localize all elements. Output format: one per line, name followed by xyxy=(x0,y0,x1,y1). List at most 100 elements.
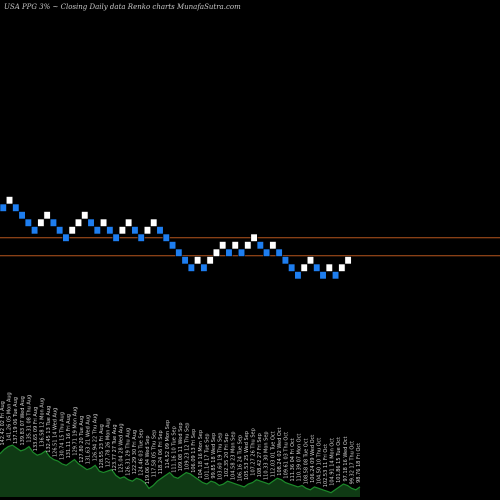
down-brick xyxy=(106,226,114,235)
down-brick xyxy=(162,233,170,242)
up-brick xyxy=(118,226,126,235)
up-brick xyxy=(43,211,51,220)
volume-label: 126.94 22 Thu Aug xyxy=(92,414,98,462)
up-brick xyxy=(231,241,239,250)
up-brick xyxy=(37,218,45,227)
volume-label: 128.55 23 Fri Aug xyxy=(99,424,105,468)
volume-label: 111.16 10 Tue Sep xyxy=(171,426,177,473)
volume-label: 127.78 26 Mon Aug xyxy=(106,418,112,467)
down-brick xyxy=(31,226,39,235)
volume-label: 108.24 02 Wed Oct xyxy=(277,427,283,475)
down-brick xyxy=(275,248,283,257)
volume-label: 142.42 02 Fri Aug xyxy=(0,401,6,445)
down-brick xyxy=(62,233,70,242)
down-brick xyxy=(168,241,177,250)
down-brick xyxy=(12,203,20,212)
up-brick xyxy=(269,241,277,250)
up-brick xyxy=(206,256,214,265)
down-brick xyxy=(187,263,195,272)
up-brick xyxy=(344,256,352,265)
down-brick xyxy=(181,256,189,265)
up-brick xyxy=(143,226,152,235)
volume-label: 108.42 27 Fri Sep xyxy=(257,433,263,477)
down-brick xyxy=(281,256,289,265)
down-brick xyxy=(319,271,327,280)
reference-lines xyxy=(0,237,500,257)
down-brick xyxy=(0,203,7,212)
volume-labels: 142.42 02 Fri Aug 141.26 05 Mon Aug 137.19… xyxy=(0,392,362,487)
volume-label: 110.33 30 Mon Sep xyxy=(264,431,270,480)
volume-label: 135.31 08 Thu Aug xyxy=(26,395,32,443)
up-brick xyxy=(150,218,158,227)
up-brick xyxy=(125,218,133,227)
up-brick xyxy=(100,218,108,227)
up-brick xyxy=(244,241,252,250)
volume-label: 123.77 27 Tue Aug xyxy=(112,424,118,471)
down-brick xyxy=(200,263,208,272)
up-brick xyxy=(338,263,346,272)
volume-label: 111.36 04 Fri Oct xyxy=(290,438,296,481)
volume-label: 98.76 18 Fri Oct xyxy=(356,443,362,483)
up-brick xyxy=(300,263,308,272)
volume-label: 110.39 07 Mon Oct xyxy=(297,434,303,482)
volume-label: 130.74 15 Thu Aug xyxy=(59,412,65,460)
volume-label: 109.23 12 Thu Sep xyxy=(185,423,191,470)
volume-label: 105.53 25 Wed Sep xyxy=(244,431,250,480)
up-brick xyxy=(325,263,333,272)
volume-label: 122.29 30 Fri Aug xyxy=(132,430,138,474)
down-brick xyxy=(87,218,95,227)
volume-label: 104.91 14 Mon Oct xyxy=(330,438,336,486)
volume-label: 139.83 07 Wed Aug xyxy=(20,396,26,445)
volume-line xyxy=(0,444,361,494)
volume-label: 109.08 11 Wed Sep xyxy=(178,422,184,471)
volume-label: 132.45 13 Tue Aug xyxy=(46,406,52,453)
volume-label: 97.18 16 Wed Oct xyxy=(343,436,349,481)
volume-label: 131.63 21 Wed Aug xyxy=(86,415,92,464)
volume-label: 136.58 12 Mon Aug xyxy=(40,398,46,447)
down-brick xyxy=(56,226,64,235)
down-brick xyxy=(294,271,302,280)
volume-label: 104.58 23 Mon Sep xyxy=(231,431,237,480)
up-brick xyxy=(81,211,89,220)
volume-label: 119.06 04 Wed Sep xyxy=(145,435,151,484)
down-brick xyxy=(112,233,120,242)
volume-label: 126.31 29 Thu Aug xyxy=(125,428,131,476)
down-brick xyxy=(131,226,139,235)
volume-label: 102.35 20 Fri Sep xyxy=(224,433,230,477)
volume-label: 125.04 28 Wed Aug xyxy=(119,424,125,473)
volume-label: 112.03 01 Tue Oct xyxy=(270,431,276,477)
volume-label: 127.80 20 Tue Aug xyxy=(79,416,85,463)
volume-label: 106.16 24 Tue Sep xyxy=(237,435,243,482)
renko-bricks xyxy=(0,196,352,280)
volume-label: 101.86 15 Tue Oct xyxy=(336,437,342,483)
down-brick xyxy=(225,248,233,257)
down-brick xyxy=(263,248,271,257)
down-brick xyxy=(313,263,321,272)
down-brick xyxy=(18,211,26,220)
volume-label: 133.65 09 Fri Aug xyxy=(33,407,39,451)
volume-label: 129.71 19 Mon Aug xyxy=(73,407,79,456)
volume-label: 99.32 17 Thu Oct xyxy=(349,441,355,485)
volume-label: 101.14 17 Tue Sep xyxy=(204,433,210,480)
volume-label: 104.50 10 Thu Oct xyxy=(316,438,322,485)
down-brick xyxy=(156,226,164,235)
volume-label: 117.58 05 Thu Sep xyxy=(152,430,158,477)
up-brick xyxy=(212,248,220,257)
down-brick xyxy=(137,233,145,242)
volume-label: 124.46 03 Tue Sep xyxy=(138,429,144,476)
volume-label: 103.60 19 Thu Sep xyxy=(218,433,224,480)
volume-label: 107.27 26 Thu Sep xyxy=(251,428,257,475)
down-brick xyxy=(93,226,101,235)
down-brick xyxy=(49,218,57,227)
volume-label: 131.11 16 Fri Aug xyxy=(66,414,72,458)
up-brick xyxy=(250,233,258,242)
volume-label: 106.09 13 Fri Sep xyxy=(191,429,197,473)
up-brick xyxy=(219,241,227,250)
volume-label: 137.19 06 Tue Aug xyxy=(13,397,19,444)
volume-label: 114.52 09 Mon Sep xyxy=(165,420,171,469)
volume-label: 118.24 06 Fri Sep xyxy=(158,430,164,474)
volume-label: 126.51 14 Wed Aug xyxy=(53,408,59,457)
volume-label: 141.26 05 Mon Aug xyxy=(7,392,13,441)
volume-label: 108.58 08 Tue Oct xyxy=(303,439,309,485)
